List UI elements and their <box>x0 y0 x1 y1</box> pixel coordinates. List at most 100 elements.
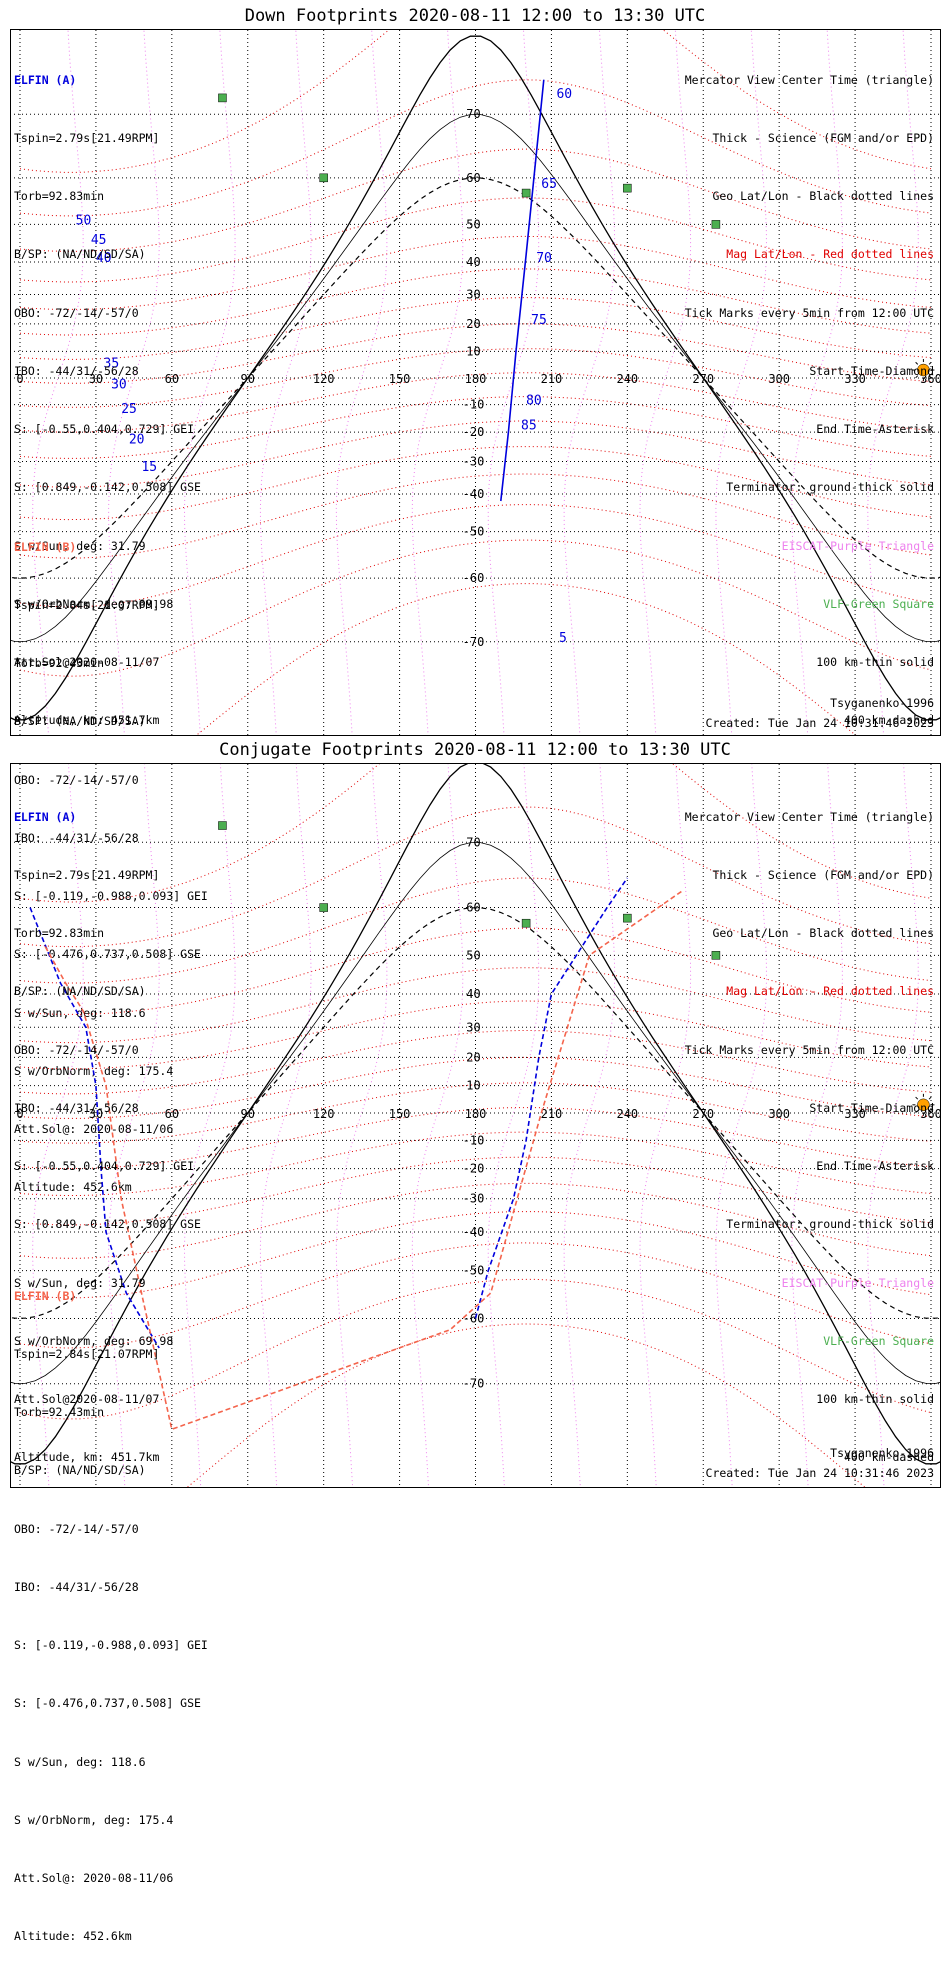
sun-ray <box>928 1110 932 1113</box>
elfin-a-track <box>500 79 545 502</box>
info-line: OBO: -72/-14/-57/0 <box>14 1042 139 1057</box>
legend-item: Start Time-Diamond <box>809 363 934 378</box>
elfin-b-info: ELFIN (B) Tspin=2.84s[21.07RPM] Torb=92.… <box>14 499 208 1217</box>
map-frame <box>10 763 941 1488</box>
mag-lat-line <box>19 297 932 360</box>
mag-lat-line <box>19 79 932 217</box>
info-line: S: [-0.55,0.404,0.729] GEI <box>14 1159 195 1174</box>
mag-lat-line <box>19 1211 932 1299</box>
sun-ray <box>915 375 919 379</box>
terminator-ground <box>10 35 941 721</box>
info-line: B/SP: (NA/ND/SD/SA) <box>14 714 146 729</box>
mag-lat-line <box>19 1056 932 1119</box>
elfin-a-tick: 80 <box>526 394 542 409</box>
lon-tick-label: 120 <box>313 372 335 386</box>
elfin-a-label: ELFIN (A) <box>14 809 77 824</box>
info-line: Att.Sol@: 2020-08-11/06 <box>14 1871 174 1885</box>
sun-ray <box>928 375 932 379</box>
world-map: 0 30 60 90 120 150 180 210 240 270 300 330 360706050… <box>10 30 941 735</box>
legend-item: End Time-Asterisk <box>816 1159 934 1174</box>
legend-item: Thick - Science (FGM and/or EPD) <box>712 131 934 146</box>
lat-tick-label: -50 <box>463 525 485 539</box>
lat-tick-label: 10 <box>466 1079 480 1093</box>
legend-item: Thick - Science (FGM and/or EPD) <box>712 868 934 883</box>
created-timestamp: Created: Tue Jan 24 10:31:46 2023 <box>705 716 934 730</box>
info-line: OBO: -72/-14/-57/0 <box>14 772 139 787</box>
elfin-a-tick: 30 <box>111 378 127 393</box>
info-line: OBO: -72/-14/-57/0 <box>14 305 139 320</box>
legend-item: EISCAT-Purple Triangle <box>781 1275 934 1290</box>
mag-lat-line <box>19 504 932 608</box>
elfin-a-label: ELFIN (A) <box>14 72 77 87</box>
info-line: Altitude, km: 451.7km <box>14 1450 160 1465</box>
vlf-station <box>319 173 328 183</box>
info-line: S: [-0.119,-0.988,0.093] GEI <box>14 1638 208 1653</box>
mag-lon-line <box>259 30 312 735</box>
elfin-b-info: ELFIN (B) Tspin=2.84s[21.07RPM] Torb=92.… <box>14 1248 208 1966</box>
info-line: S w/Sun, deg: 118.6 <box>14 1005 146 1020</box>
vlf-station <box>711 220 721 229</box>
lon-tick-label: 210 <box>541 1107 563 1121</box>
elfin-a-tick: 45 <box>91 233 107 248</box>
legend-item: 400 km-dashed <box>843 1450 934 1465</box>
legend-item: Geo Lat/Lon - Black dotted lines <box>712 926 934 941</box>
lon-tick-label: 240 <box>616 1107 638 1121</box>
legend-item: Mercator View Center Time (triangle) <box>684 809 934 824</box>
mag-lon-line <box>183 764 236 1487</box>
lon-tick-label: 30 <box>89 1107 103 1121</box>
lon-tick-label: 300 <box>768 1107 790 1121</box>
mag-lon-line <box>563 30 616 735</box>
legend-item: End Time-Asterisk <box>816 422 934 437</box>
lon-tick-label: 150 <box>389 1107 411 1121</box>
legend-item: 400 km-dashed <box>843 713 934 728</box>
info-line: Tspin=2.79s[21.49RPM] <box>14 868 160 883</box>
legend-item: Mag Lat/Lon - Red dotted lines <box>726 247 934 262</box>
mag-lat-line <box>19 806 932 948</box>
mag-lat-line <box>19 197 932 283</box>
lat-tick-label: -70 <box>463 635 485 649</box>
legend-item: 100 km-thin solid <box>816 1392 934 1406</box>
info-line: S w/OrbNorm, deg: 69.98 <box>14 596 174 611</box>
vlf-station <box>623 913 632 923</box>
sun-ray <box>915 1096 919 1100</box>
elfin-a-tick: 70 <box>536 251 552 266</box>
lat-tick-label: 20 <box>466 1050 480 1064</box>
elfin-a-tick: 50 <box>76 213 92 228</box>
panel-title: Down Footprints 2020-08-11 12:00 to 13:3… <box>244 6 706 26</box>
sun-icon <box>917 1098 930 1112</box>
elfin-a-tick: 40 <box>96 251 112 266</box>
lon-tick-label: 150 <box>389 372 411 386</box>
vlf-station <box>711 951 721 960</box>
elfin-a-tick: 25 <box>121 402 137 417</box>
info-line: S: [-0.119,-0.988,0.093] GEI <box>14 889 208 904</box>
lon-tick-label: 210 <box>541 372 563 386</box>
mag-lon-line <box>259 764 312 1487</box>
vlf-station <box>521 918 531 928</box>
mag-lon-line <box>563 764 616 1487</box>
info-line: Tspin=2.84s[21.07RPM] <box>14 598 160 613</box>
info-line: Att.Sol@: 2020-08-11/06 <box>14 1122 174 1136</box>
elfin-a-tick: 5 <box>559 631 567 646</box>
elfin-a-track <box>29 907 160 1349</box>
vlf-station <box>218 821 227 830</box>
mag-lat-line <box>19 877 932 984</box>
mag-lon-line <box>32 764 84 1487</box>
lat-tick-label: 50 <box>466 217 480 231</box>
legend-item: Tick Marks every 5min from 12:00 UTC <box>684 305 934 320</box>
info-line: Torb=92.43min <box>14 656 105 671</box>
info-line: S w/Sun, deg: 31.79 <box>14 1275 146 1290</box>
info-line: Torb=92.83min <box>14 926 105 941</box>
legend: Mercator View Center Time (triangle) Thi… <box>685 769 934 1487</box>
mag-lon-line <box>335 764 388 1487</box>
legend: Mercator View Center Time (triangle) Thi… <box>685 32 934 750</box>
vlf-station <box>623 183 632 193</box>
info-line: IBO: -44/31/-56/28 <box>14 830 139 845</box>
lat-tick-label: -70 <box>463 1377 485 1391</box>
mag-lat-line <box>19 148 932 252</box>
lon-tick-label: 330 <box>844 1107 866 1121</box>
info-line: Att.Sol@2020-08-11/07 <box>14 1392 160 1406</box>
vlf-station <box>521 188 531 198</box>
lon-tick-label: 0 <box>16 1107 23 1121</box>
lat-tick-label: 50 <box>466 948 480 962</box>
info-line: S w/OrbNorm, deg: 175.4 <box>14 1812 174 1827</box>
